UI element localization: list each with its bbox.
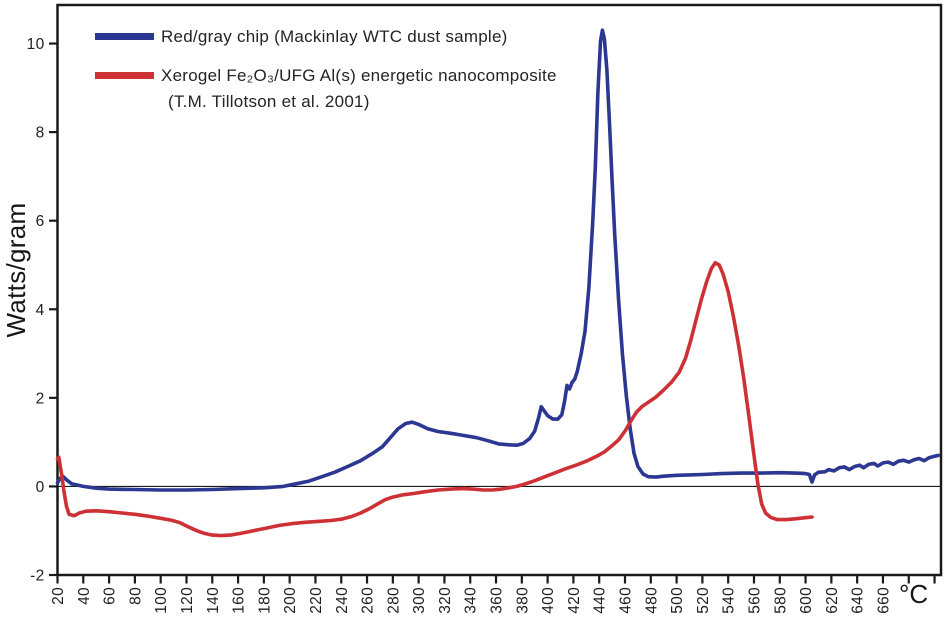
curve-red-gray-chip xyxy=(55,28,941,492)
x-tick-label: 460 xyxy=(618,587,635,614)
x-tick-label: 560 xyxy=(746,587,763,614)
x-axis-unit: °C xyxy=(899,579,929,609)
x-tick-label: 620 xyxy=(824,587,841,614)
x-tick-label: 520 xyxy=(695,587,712,614)
plot-frame xyxy=(56,3,943,577)
x-tick-label: 440 xyxy=(592,587,609,614)
x-tick-label: 100 xyxy=(153,587,170,614)
x-tick-label: 580 xyxy=(772,587,789,614)
y-tick-label: 0 xyxy=(36,479,45,496)
x-tick-label: 500 xyxy=(669,587,686,614)
y-tick-label: 6 xyxy=(36,213,45,230)
x-tick-label: 540 xyxy=(721,587,738,614)
x-tick-label: 200 xyxy=(282,587,299,614)
x-tick-label: 640 xyxy=(850,587,867,614)
legend-label-xerogel-citation: (T.M. Tillotson et al. 2001) xyxy=(168,92,370,111)
x-tick-label: 480 xyxy=(643,587,660,614)
y-axis-title: Watts/gram xyxy=(1,202,31,338)
legend-label-red-gray-chip: Red/gray chip (Mackinlay WTC dust sample… xyxy=(161,27,508,46)
x-tick-label: 160 xyxy=(231,587,248,614)
y-tick-label: 8 xyxy=(36,125,45,142)
y-tick-label: 2 xyxy=(36,390,45,407)
x-tick-label: 600 xyxy=(798,587,815,614)
x-tick-label: 260 xyxy=(360,587,377,614)
x-tick-label: 180 xyxy=(256,587,273,614)
x-tick-label: 60 xyxy=(102,587,119,605)
y-tick-label: 4 xyxy=(36,302,45,319)
legend-label-xerogel: Xerogel Fe₂O₃/UFG Al(s) energetic nanoco… xyxy=(161,66,557,85)
curve-xerogel xyxy=(55,261,814,538)
legend-item-red-gray-chip: Red/gray chip (Mackinlay WTC dust sample… xyxy=(95,24,508,50)
x-tick-label: 340 xyxy=(463,587,480,614)
x-tick-label: 380 xyxy=(514,587,531,614)
x-tick-label: 280 xyxy=(385,587,402,614)
x-tick-label: 400 xyxy=(540,587,557,614)
legend-swatch-red xyxy=(95,72,154,79)
x-tick-label: 320 xyxy=(437,587,454,614)
legend-swatch-blue xyxy=(95,33,154,40)
x-tick-label: 140 xyxy=(205,587,222,614)
x-tick-label: 420 xyxy=(566,587,583,614)
x-tick-label: 660 xyxy=(875,587,892,614)
x-tick-label: 360 xyxy=(489,587,506,614)
x-tick-label: 40 xyxy=(76,587,93,605)
y-tick-label: -2 xyxy=(30,568,44,585)
legend-item-xerogel: Xerogel Fe₂O₃/UFG Al(s) energetic nanoco… xyxy=(95,63,557,115)
x-tick-label: 20 xyxy=(50,587,67,605)
y-tick-label: 10 xyxy=(27,36,45,53)
x-tick-label: 220 xyxy=(308,587,325,614)
x-tick-label: 80 xyxy=(127,587,144,605)
x-tick-label: 240 xyxy=(334,587,351,614)
x-tick-label: 120 xyxy=(179,587,196,614)
x-tick-label: 300 xyxy=(411,587,428,614)
